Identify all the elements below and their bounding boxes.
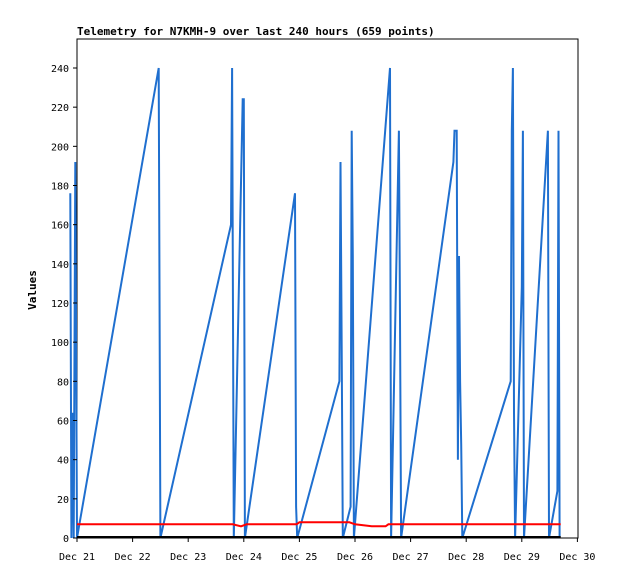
x-tick-label-5: Dec 26: [337, 552, 373, 563]
x-tick-label-2: Dec 23: [170, 552, 206, 563]
y-tick-label-4: 80: [57, 377, 69, 388]
series-layer: [69, 67, 561, 539]
y-tick-label-6: 120: [51, 299, 69, 310]
x-tick-label-4: Dec 25: [281, 552, 317, 563]
y-tick-label-11: 220: [51, 103, 69, 114]
y-axis-label: Values: [26, 270, 39, 310]
x-tick-label-6: Dec 27: [393, 552, 429, 563]
axis-layer: 0 20 40 60 80 100 120 140 160 180 200 220 240 Dec 21 D…: [51, 64, 596, 563]
y-tick-label-5: 100: [51, 338, 69, 349]
x-tick-label-7: Dec 28: [448, 552, 484, 563]
y-tick-label-2: 40: [57, 456, 69, 467]
x-tick-label-0: Dec 21: [59, 552, 95, 563]
x-tick-label-3: Dec 24: [226, 552, 262, 563]
x-tick-label-8: Dec 29: [504, 552, 540, 563]
series-line-0: [69, 67, 561, 539]
x-tick-label-1: Dec 22: [115, 552, 151, 563]
y-tick-label-0: 0: [63, 534, 69, 545]
y-tick-label-12: 240: [51, 64, 69, 75]
plot-area: [76, 38, 579, 539]
y-tick-label-10: 200: [51, 142, 69, 153]
y-tick-label-8: 160: [51, 221, 69, 232]
y-tick-label-1: 20: [57, 495, 69, 506]
x-tick-label-9: Dec 30: [559, 552, 595, 563]
y-tick-label-3: 60: [57, 417, 69, 428]
chart-title: Telemetry for N7KMH-9 over last 240 hour…: [77, 25, 435, 38]
series-line-1: [77, 521, 561, 528]
y-tick-label-7: 140: [51, 260, 69, 271]
y-tick-label-9: 180: [51, 182, 69, 193]
